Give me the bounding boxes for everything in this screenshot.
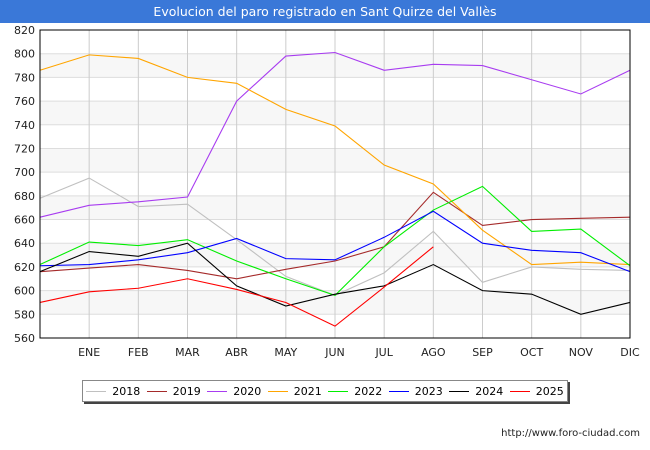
- legend-item-2025: 2025: [509, 384, 564, 398]
- y-tick-label: 620: [14, 261, 35, 274]
- series-line-2021: [39, 54, 631, 266]
- y-tick-label: 660: [14, 214, 35, 227]
- y-tick-label: 820: [14, 24, 35, 37]
- chart-title: Evolucion del paro registrado en Sant Qu…: [0, 0, 650, 23]
- legend-swatch: [328, 390, 349, 392]
- x-tick-label: MAY: [274, 346, 297, 359]
- legend-item-2018: 2018: [86, 385, 140, 398]
- legend-swatch: [388, 390, 409, 392]
- series-line-2023: [39, 210, 631, 273]
- x-tick-label: OCT: [520, 346, 543, 359]
- legend-swatch: [267, 390, 288, 392]
- source-url: http://www.foro-ciudad.com: [501, 428, 640, 439]
- series-line-2022: [39, 185, 631, 296]
- y-tick-label: 700: [14, 166, 35, 179]
- x-tick-label: ABR: [225, 346, 248, 359]
- y-tick-label: 640: [14, 237, 35, 250]
- legend-item-2024: 2024: [449, 385, 503, 398]
- legend-item-2023: 2023: [388, 384, 443, 398]
- y-tick-label: 760: [14, 95, 35, 108]
- legend-item-2020: 2020: [207, 385, 261, 398]
- series-line-2019: [39, 191, 631, 280]
- y-tick-label: 560: [14, 332, 35, 345]
- legend-label: 2019: [172, 384, 201, 398]
- legend-label: 2020: [233, 384, 262, 398]
- series-line-2024: [39, 242, 631, 315]
- y-tick-label: 740: [14, 119, 35, 132]
- legend-label: 2022: [354, 384, 383, 398]
- x-tick-label: NOV: [569, 346, 594, 359]
- x-tick-label: SEP: [472, 346, 493, 359]
- legend-label: 2024: [475, 384, 504, 398]
- legend-item-2019: 2019: [146, 384, 201, 398]
- legend-swatch: [86, 390, 107, 392]
- legend-label: 2023: [414, 384, 443, 398]
- series-line-2025: [39, 246, 434, 327]
- legend-label: 2025: [535, 384, 564, 398]
- legend-label: 2018: [112, 384, 141, 398]
- y-tick-label: 720: [14, 142, 35, 155]
- y-tick-label: 800: [14, 48, 35, 61]
- x-tick-label: JUN: [324, 346, 345, 359]
- x-tick-label: DIC: [620, 346, 640, 359]
- legend-swatch: [146, 390, 167, 392]
- y-tick-label: 680: [14, 190, 35, 203]
- legend-swatch: [509, 390, 530, 392]
- y-tick-label: 600: [14, 285, 35, 298]
- x-tick-label: AGO: [421, 346, 446, 359]
- y-tick-label: 580: [14, 308, 35, 321]
- series-line-2020: [39, 51, 631, 218]
- plot-border: [39, 29, 631, 339]
- y-tick-label: 780: [14, 71, 35, 84]
- x-tick-label: MAR: [175, 346, 200, 359]
- x-tick-label: JUL: [374, 346, 393, 359]
- legend-swatch: [449, 390, 470, 392]
- legend-label: 2021: [293, 384, 322, 398]
- legend: 2018 2019 2020 2021 2022 2023 2024 2025: [82, 380, 568, 402]
- legend-item-2022: 2022: [328, 385, 382, 398]
- x-tick-label: ENE: [78, 346, 100, 359]
- legend-item-2021: 2021: [267, 384, 322, 398]
- legend-swatch: [207, 390, 228, 392]
- x-tick-label: FEB: [128, 346, 149, 359]
